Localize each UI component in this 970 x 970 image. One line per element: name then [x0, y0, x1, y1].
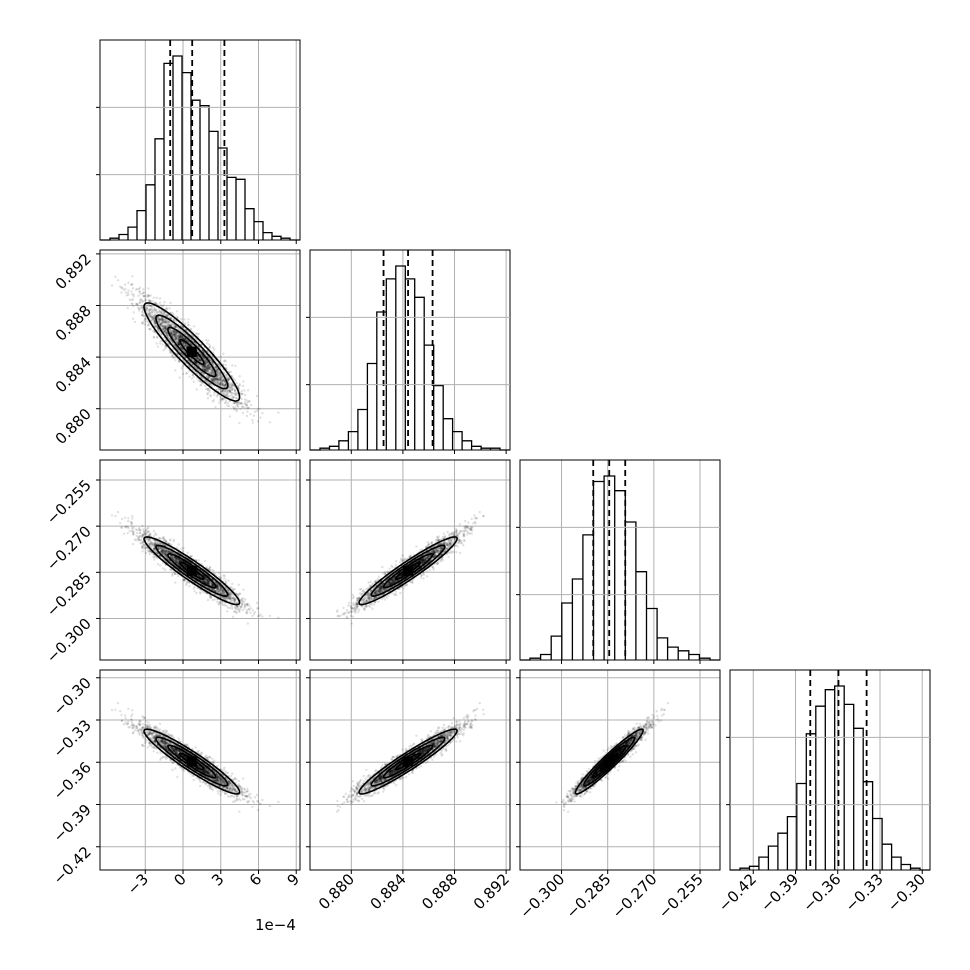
contour-1-sigma [591, 744, 627, 779]
contour-1.5-sigma [155, 314, 229, 390]
scatter-panel-3-1 [306, 669, 511, 874]
x-tick-label-3: −0.30 [884, 870, 929, 915]
contour-2-sigma [574, 728, 644, 795]
x-offset-label: 1e−4 [255, 916, 296, 934]
contour-1.5-sigma [370, 736, 446, 787]
y-tick-label-3: −0.36 [50, 758, 95, 803]
y-tick-label-2: −0.270 [43, 522, 95, 574]
x-tick-label-0: −3 [124, 870, 152, 898]
scatter-panel-2-0 [96, 459, 301, 664]
x-tick-label-1: 0.892 [470, 870, 513, 913]
contour-1-sigma [382, 552, 434, 589]
contour-2-sigma [143, 728, 241, 795]
contour-1.5-sigma [155, 736, 229, 787]
histogram-param-2 [520, 475, 720, 661]
panel-frame [309, 249, 511, 451]
y-tick-label-3: −0.42 [50, 843, 95, 888]
y-tick-label-1: 0.892 [52, 250, 95, 293]
y-tick-label-1: 0.888 [52, 302, 95, 345]
x-tick-label-2: −0.270 [609, 870, 661, 922]
hist-panel-2 [516, 459, 721, 664]
contour-2-sigma [143, 302, 241, 402]
scatter-panel-3-2 [516, 669, 721, 874]
panel-frame [519, 669, 721, 871]
contour-1.5-sigma [583, 736, 636, 787]
x-tick-label-0: 3 [208, 870, 227, 889]
contour-2-sigma [358, 728, 458, 795]
y-tick-label-2: −0.255 [43, 476, 95, 528]
y-tick-label-3: −0.30 [50, 674, 95, 719]
x-tick-label-0: 9 [284, 870, 303, 889]
panel-frame [99, 249, 301, 451]
x-tick-label-3: −0.42 [715, 870, 760, 915]
histogram-param-0 [100, 55, 300, 241]
density-peak [403, 565, 414, 576]
contour-2-sigma [358, 536, 458, 606]
panel-frame [99, 669, 301, 871]
x-tick-label-1: 0.880 [315, 870, 358, 913]
histogram-param-1 [310, 265, 510, 451]
y-tick-label-2: −0.300 [43, 615, 95, 667]
density-peak [186, 756, 197, 767]
density-peak [186, 346, 197, 357]
panel-frame [99, 459, 301, 661]
x-tick-label-1: 0.888 [418, 870, 461, 913]
y-tick-label-2: −0.285 [43, 568, 95, 620]
scatter-panel-3-0 [96, 669, 301, 874]
contour-1-sigma [382, 744, 434, 779]
histogram-param-3 [730, 685, 930, 871]
panel-frame [309, 669, 511, 871]
contour-0.5-sigma [394, 561, 422, 581]
contour-1.5-sigma [370, 544, 446, 598]
scatter-panel-2-1 [306, 459, 511, 664]
x-tick-label-0: 6 [246, 870, 265, 889]
x-tick-label-3: −0.39 [757, 870, 802, 915]
x-tick-label-2: −0.300 [516, 870, 568, 922]
density-peak [604, 756, 615, 767]
contour-2-sigma [143, 536, 241, 606]
x-tick-label-3: −0.36 [799, 870, 844, 915]
contour-0.5-sigma [599, 752, 619, 771]
hist-panel-0 [96, 39, 301, 244]
x-tick-label-3: −0.33 [842, 870, 887, 915]
y-tick-label-3: −0.39 [50, 801, 95, 846]
x-tick-label-0: 0 [170, 870, 189, 889]
contour-0.5-sigma [394, 752, 422, 771]
x-tick-label-2: −0.255 [655, 870, 707, 922]
y-tick-label-1: 0.880 [52, 405, 95, 448]
scatter-panel-1-0 [96, 249, 301, 454]
panel-frame [309, 459, 511, 661]
panel-frame [99, 39, 301, 241]
density-peak [186, 565, 197, 576]
panel-frame [519, 459, 721, 661]
density-peak [403, 756, 414, 767]
x-tick-label-2: −0.285 [563, 870, 615, 922]
hist-panel-1 [306, 249, 511, 454]
y-tick-label-1: 0.884 [52, 353, 95, 396]
y-tick-label-3: −0.33 [50, 716, 95, 761]
panel-frame [729, 669, 931, 871]
contour-1.5-sigma [155, 544, 229, 598]
x-tick-label-1: 0.884 [367, 870, 410, 913]
hist-panel-3 [726, 669, 931, 874]
